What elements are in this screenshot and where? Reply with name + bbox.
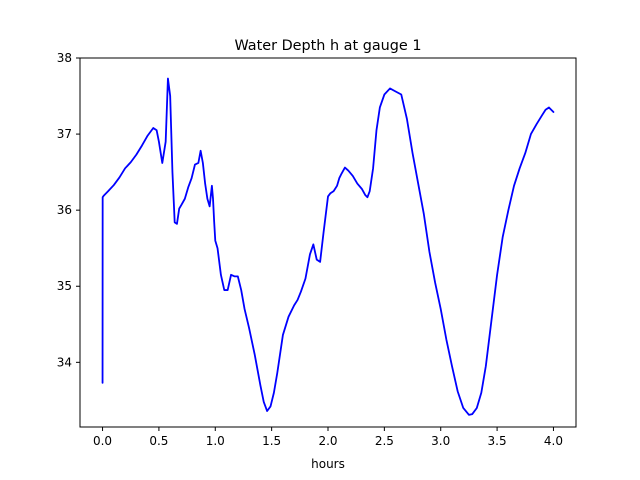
x-tick-label: 0.0 <box>93 434 112 448</box>
chart-title: Water Depth h at gauge 1 <box>234 38 421 54</box>
series-line <box>101 77 555 416</box>
x-tick-label: 1.5 <box>262 434 281 448</box>
y-tick-label: 37 <box>57 127 72 141</box>
x-tick-label: 3.5 <box>488 434 507 448</box>
x-tick-label: 1.0 <box>206 434 225 448</box>
x-tick-label: 3.0 <box>431 434 450 448</box>
x-tick-label: 2.5 <box>375 434 394 448</box>
y-tick-label: 35 <box>57 279 72 293</box>
x-axis-label: hours <box>311 457 345 471</box>
x-tick-label: 0.5 <box>149 434 168 448</box>
axes-frame <box>79 57 577 428</box>
y-tick-label: 38 <box>57 51 72 65</box>
x-tick-label: 4.0 <box>544 434 563 448</box>
plot-area: 0.0 0.5 1.0 1.5 2.0 2.5 3.0 3.5 4.0 34 35 36 37 38 <box>57 51 577 448</box>
y-axis: 34 35 36 37 38 <box>57 51 80 369</box>
y-tick-label: 34 <box>57 355 72 369</box>
x-tick-label: 2.0 <box>318 434 337 448</box>
x-axis: 0.0 0.5 1.0 1.5 2.0 2.5 3.0 3.5 4.0 <box>93 427 563 448</box>
y-tick-label: 36 <box>57 203 72 217</box>
